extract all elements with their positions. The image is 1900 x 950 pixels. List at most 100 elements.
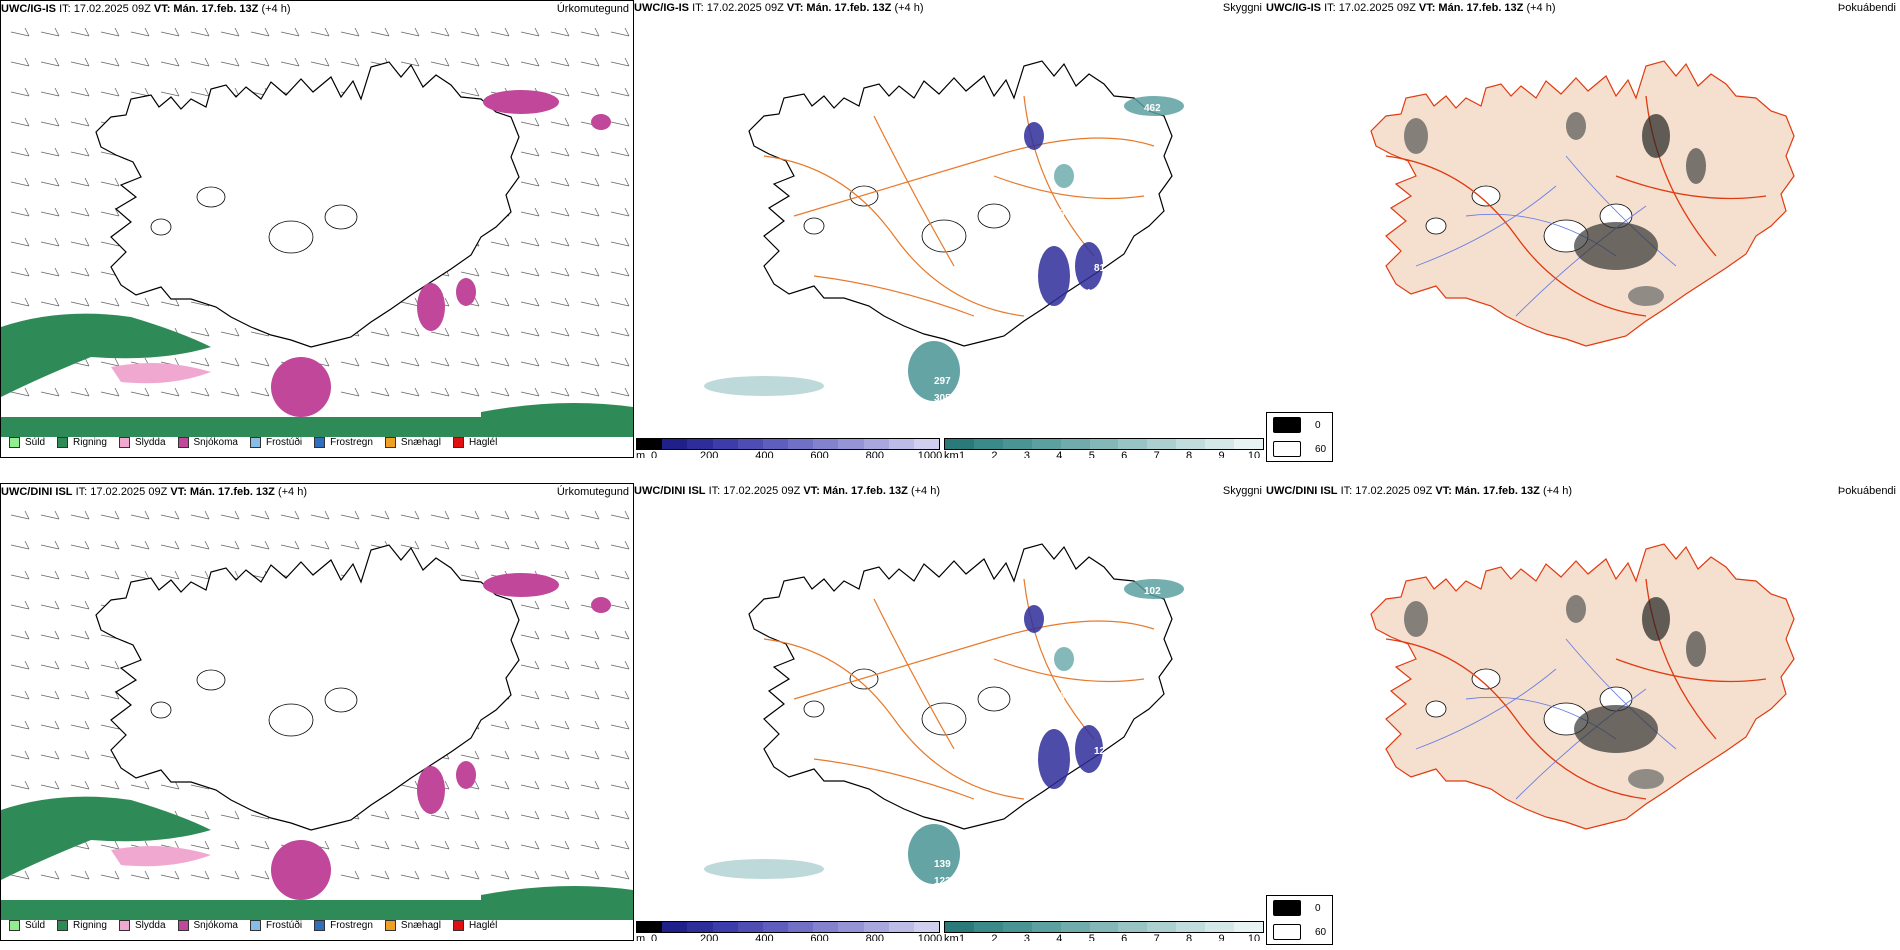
colorbar-tick: 600 <box>810 933 829 941</box>
colorbar-tick: 5 <box>1088 933 1095 941</box>
valid-time: VT: Mán. 17.feb. 13Z <box>803 485 908 497</box>
panel-header: UWC/IG-IS IT: 17.02.2025 09Z VT: Mán. 17… <box>634 0 924 16</box>
colorbar-step <box>1118 922 1148 932</box>
legend-swatch <box>9 920 20 931</box>
visibility-label: 102 <box>1144 586 1161 597</box>
sleet-area <box>111 846 211 867</box>
colorbar-step <box>945 922 974 932</box>
colorbar-step <box>1089 922 1119 932</box>
coastline <box>1370 543 1795 830</box>
legend-item: Rigning <box>57 920 107 931</box>
precip-map <box>1 510 633 920</box>
visibility-label: 117 <box>1054 328 1071 339</box>
panel-header: UWC/IG-IS IT: 17.02.2025 09Z VT: Mán. 17… <box>1266 0 1556 16</box>
visibility-label: 305 <box>934 393 951 404</box>
colorbar-step <box>712 922 738 932</box>
legend-item: Snjókoma <box>177 437 238 448</box>
fog-key-row: 60 <box>1267 920 1332 944</box>
legend-swatch <box>384 920 396 931</box>
rain-area <box>1 796 211 880</box>
fog-indicator-key: 0 60 <box>1266 412 1334 462</box>
colorbar-tick: 8 <box>1186 933 1193 941</box>
glacier-outline <box>803 700 825 718</box>
colorbar-step <box>662 922 688 932</box>
precip-legend: Súld Rigning Slydda Snjókoma Frostúði Frostre… <box>9 437 497 448</box>
colorbar-step <box>888 922 914 932</box>
legend-swatch <box>452 920 464 931</box>
colorbar-step <box>813 922 839 932</box>
legend-item: Snæhagl <box>384 437 441 448</box>
coastline <box>95 544 520 831</box>
legend-label: Snjókoma <box>193 437 238 448</box>
colorbar-step <box>762 439 789 449</box>
colorbar-tick: 9 <box>1218 933 1225 941</box>
init-time: IT: 17.02.2025 09Z <box>75 486 168 498</box>
legend-swatch <box>118 437 130 448</box>
colorbar-step <box>737 922 763 932</box>
road-network <box>763 95 1155 317</box>
panel-header: UWC/DINI ISL IT: 17.02.2025 09Z VT: Mán.… <box>1266 483 1572 499</box>
glacier-outline <box>150 701 172 719</box>
valid-time: VT: Mán. 17.feb. 13Z <box>170 486 275 498</box>
panel-header: UWC/IG-IS IT: 17.02.2025 09Z VT: Mán. 17… <box>1 1 291 17</box>
lead-offset: (+4 h) <box>894 2 924 14</box>
colorbar-step <box>1176 922 1206 932</box>
colorbar-step <box>813 439 839 449</box>
colorbar-step <box>973 439 1003 449</box>
colorbar-tick: 1000 <box>917 933 943 941</box>
visibility-label: 105 <box>1044 308 1061 319</box>
colorbar-step <box>1234 922 1263 932</box>
colorbar-step <box>1205 439 1235 449</box>
glacier-outline <box>1425 217 1447 235</box>
visibility-label: 19 <box>1054 208 1066 219</box>
fog-key-row: 0 <box>1267 896 1332 920</box>
fog-indicator-key: 0 60 <box>1266 895 1334 945</box>
colorbar-tick: 600 <box>810 450 829 458</box>
iceland-land <box>1370 543 1795 830</box>
lead-offset: (+4 h) <box>1542 485 1572 497</box>
valid-time: VT: Mán. 17.feb. 13Z <box>1435 485 1540 497</box>
rain-area-south <box>1 886 633 920</box>
glacier-outline <box>977 686 1011 712</box>
colorbar-tick: 3 <box>1023 933 1030 941</box>
visibility-unit: km <box>944 450 959 458</box>
model-name: UWC/IG-IS <box>1 3 56 15</box>
fog-key-swatch <box>1273 441 1301 457</box>
glacier-outline <box>1471 185 1501 207</box>
glacier-outline <box>268 703 314 737</box>
colorbar-tick: 800 <box>865 933 884 941</box>
legend-swatch <box>314 437 326 448</box>
visibility-label: 12 <box>1094 746 1106 757</box>
colorbar-step <box>662 439 688 449</box>
colorbar-step <box>1002 439 1032 449</box>
colorbar-step <box>945 439 974 449</box>
colorbar-step <box>637 922 663 932</box>
glacier-outline <box>268 220 314 254</box>
elevation-colorbar <box>636 921 940 933</box>
colorbar-tick: 6 <box>1121 450 1128 458</box>
colorbar-step <box>737 439 763 449</box>
fog-indicator-map <box>1370 543 1795 830</box>
colorbar-step <box>838 439 864 449</box>
legend-label: Slydda <box>134 437 166 448</box>
sleet-area <box>111 363 211 384</box>
colorbar-step <box>1147 439 1177 449</box>
visibility-unit: km <box>944 933 959 941</box>
legend-item: Snjókoma <box>177 920 238 931</box>
fog-indicator-panel: UWC/DINI ISL IT: 17.02.2025 09Z VT: Mán.… <box>1266 483 1900 941</box>
iceland-land <box>1370 60 1795 347</box>
visibility-label: 297 <box>934 376 951 387</box>
colorbar-step <box>788 922 814 932</box>
legend-swatch <box>177 437 189 448</box>
lead-offset: (+4 h) <box>910 485 940 497</box>
visibility-ticks: 1 2 3 4 5 6 7 8 9 10 <box>959 450 1260 458</box>
visibility-label: 81 <box>1094 263 1106 274</box>
glacier-outline <box>849 668 879 690</box>
legend-label: Frostregn <box>330 437 373 448</box>
legend-label: Haglél <box>468 437 498 448</box>
model-name: UWC/IG-IS <box>1266 2 1321 14</box>
colorbar-step <box>1031 922 1061 932</box>
glacier-outline <box>324 204 358 230</box>
visibility-label: 16 <box>1054 691 1066 702</box>
